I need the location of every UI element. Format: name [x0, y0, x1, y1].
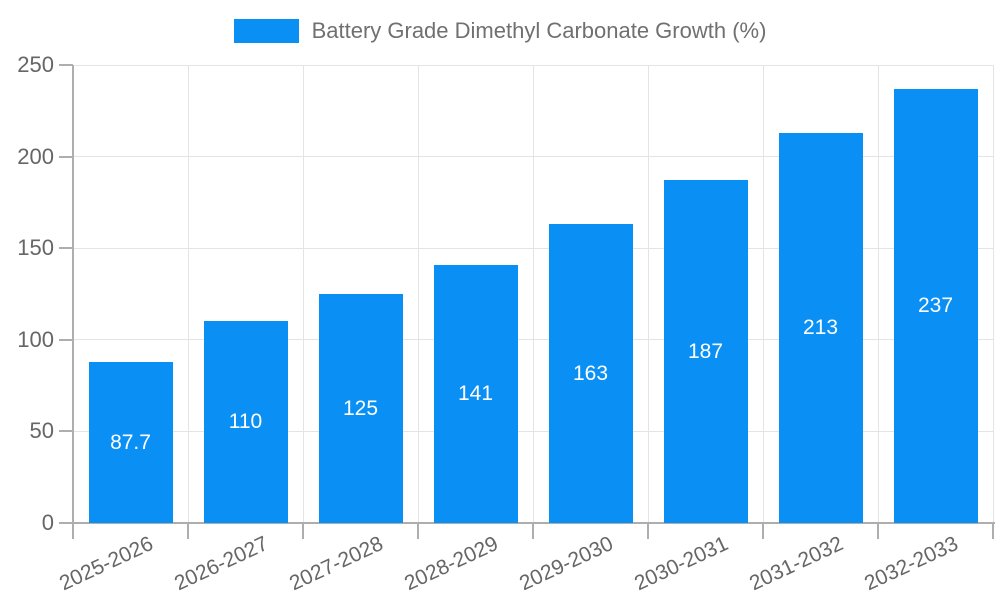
x-tick-mark [762, 523, 764, 539]
bar[interactable] [203, 321, 288, 523]
legend-series-label: Battery Grade Dimethyl Carbonate Growth … [311, 18, 767, 43]
x-tick-mark [187, 523, 189, 539]
x-tick-mark [992, 523, 994, 539]
y-tick-label: 0 [41, 510, 54, 535]
bar-value-label: 163 [572, 361, 609, 385]
bar-value-label: 87.7 [110, 430, 151, 454]
x-gridline [532, 65, 534, 523]
bar[interactable] [318, 294, 403, 523]
y-tick-mark [59, 247, 73, 250]
bar-value-label: 110 [228, 410, 263, 434]
bar-value-label: 237 [917, 293, 954, 317]
y-tick-label: 150 [17, 235, 54, 261]
y-tick-label: 100 [17, 326, 54, 352]
x-tick-mark [647, 523, 649, 539]
x-tick-label: 2025-2026 [55, 532, 157, 596]
x-gridline [762, 65, 764, 523]
x-tick-mark [302, 523, 304, 539]
x-tick-mark [417, 523, 419, 539]
legend[interactable]: Battery Grade Dimethyl Carbonate Growth … [0, 18, 1000, 44]
bar-value-label: 187 [687, 339, 724, 363]
bar-value-label: 141 [457, 381, 494, 405]
bar[interactable] [548, 224, 633, 523]
x-gridline [302, 65, 304, 523]
x-gridline [417, 65, 419, 523]
x-tick-mark [72, 523, 74, 539]
x-gridline [647, 65, 649, 523]
y-tick-label: 250 [17, 52, 54, 77]
y-tick-mark [59, 155, 73, 158]
x-tick-mark [532, 523, 534, 539]
bar-value-label: 213 [802, 315, 839, 339]
x-tick-mark [877, 523, 879, 539]
bar[interactable] [778, 132, 863, 523]
x-gridline [877, 65, 879, 523]
y-tick-mark [59, 64, 73, 66]
x-gridline [992, 65, 994, 523]
y-tick-mark [59, 430, 73, 433]
x-axis-line [65, 522, 995, 524]
y-axis-line [72, 65, 74, 523]
y-tick-label: 50 [29, 418, 54, 444]
x-gridline [187, 65, 189, 523]
bar[interactable] [893, 88, 978, 523]
bar[interactable] [663, 180, 748, 523]
bar[interactable] [88, 362, 173, 523]
y-tick-mark [59, 338, 73, 341]
bar[interactable] [433, 264, 518, 523]
bar-value-label: 125 [342, 396, 379, 420]
y-tick-label: 200 [17, 143, 54, 169]
legend-swatch-icon [233, 19, 299, 43]
